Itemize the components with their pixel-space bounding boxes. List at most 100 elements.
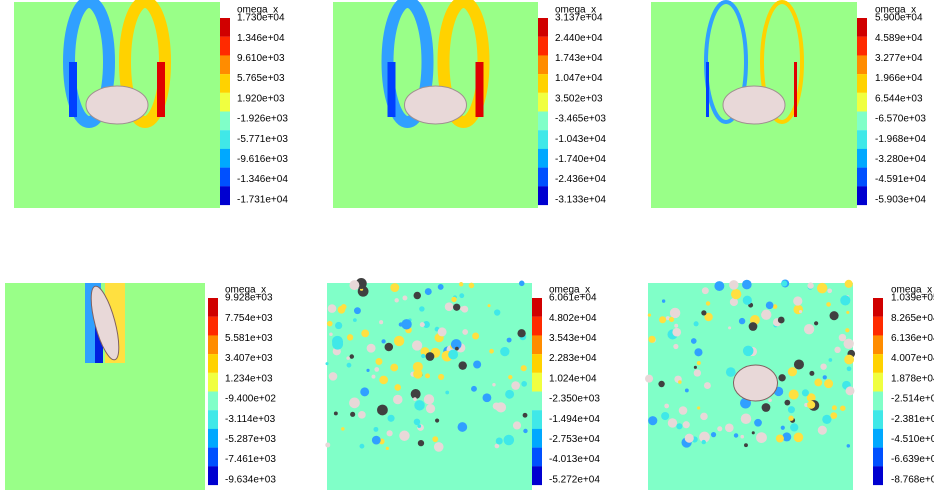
speck <box>742 295 752 305</box>
colorbar-label: -6.570e+03 <box>875 114 926 125</box>
speck <box>468 282 475 289</box>
colorbar-label: -3.133e+04 <box>555 194 606 205</box>
speck <box>693 369 702 377</box>
colorbar-segment <box>220 55 230 75</box>
speck <box>377 404 388 416</box>
speck <box>807 282 814 289</box>
colorbar-segment <box>532 447 542 467</box>
speck <box>394 298 399 303</box>
speck <box>349 280 360 291</box>
speck <box>517 329 526 338</box>
speck <box>846 366 852 372</box>
speck <box>809 370 815 376</box>
speck <box>374 367 380 372</box>
colorbar-segment <box>532 316 542 336</box>
speck <box>384 342 394 352</box>
colorbar-segment <box>532 466 542 486</box>
colorbar-label: -1.926e+03 <box>237 114 288 125</box>
speck <box>756 432 767 444</box>
speck <box>353 307 361 315</box>
speck <box>806 393 816 403</box>
colorbar-segment <box>538 36 548 56</box>
speck <box>829 311 839 321</box>
vortex-core-pos <box>475 62 484 117</box>
colorbar-segment <box>220 92 230 112</box>
speck <box>332 335 343 347</box>
speck <box>390 283 400 293</box>
colorbar-label: -2.514e+03 <box>891 394 934 405</box>
colorbar-label: 1.024e+04 <box>549 373 597 384</box>
colorbar-segment <box>538 18 548 37</box>
speck <box>674 323 679 328</box>
speck <box>724 423 734 433</box>
speck <box>684 433 694 443</box>
speck <box>729 297 738 307</box>
speck <box>325 362 329 366</box>
speck <box>678 406 688 415</box>
speck <box>846 310 850 314</box>
speck <box>393 394 403 405</box>
speck <box>814 378 823 387</box>
speck <box>393 335 405 347</box>
speck <box>438 373 445 380</box>
speck <box>840 295 851 306</box>
colorbar-segment <box>873 466 883 486</box>
colorbar-label: -1.740e+04 <box>555 154 606 165</box>
colorbar-segment <box>873 447 883 467</box>
speck <box>826 302 831 307</box>
speck <box>788 389 799 400</box>
speck <box>844 279 853 288</box>
colorbar-label: -4.591e+04 <box>875 174 926 185</box>
speck <box>700 412 708 421</box>
speck <box>761 403 771 412</box>
speck <box>346 334 354 341</box>
speck <box>437 284 444 290</box>
vortex-pos <box>760 0 804 124</box>
panel: omega_x3.137e+04 2.440e+04 1.743e+04 1.047e… <box>333 0 606 208</box>
speck <box>505 389 515 399</box>
colorbar-segment <box>208 335 218 355</box>
speck <box>419 322 425 328</box>
speck <box>728 326 732 330</box>
speck <box>411 340 423 351</box>
speck <box>743 443 748 448</box>
colorbar-label: 1.920e+03 <box>237 93 285 104</box>
colorbar-label: -5.272e+04 <box>549 474 600 485</box>
colorbar-segment <box>857 130 867 149</box>
speck <box>453 303 461 311</box>
speck <box>742 345 754 357</box>
speck <box>419 306 425 312</box>
speck <box>787 367 798 377</box>
speck <box>710 432 717 438</box>
speck <box>375 358 383 365</box>
speck <box>518 280 525 287</box>
colorbar-label: -3.465e+03 <box>555 114 606 125</box>
colorbar-title: omega_x <box>555 5 596 16</box>
speck <box>385 446 389 450</box>
speck <box>325 442 331 448</box>
speck <box>822 414 832 425</box>
colorbar-segment <box>873 335 883 355</box>
speck <box>459 293 465 299</box>
speck <box>333 411 338 416</box>
speck <box>522 412 528 418</box>
colorbar-title: omega_x <box>225 285 266 296</box>
speck <box>647 313 652 317</box>
colorbar-segment <box>538 55 548 75</box>
speck <box>371 374 376 379</box>
colorbar-segment <box>857 36 867 56</box>
speck <box>412 361 423 372</box>
speck <box>738 317 746 325</box>
colorbar-segment <box>538 111 548 131</box>
speck <box>421 353 426 359</box>
speck <box>508 374 513 380</box>
speck <box>701 310 707 316</box>
colorbar-title: omega_x <box>891 285 932 296</box>
colorbar-segment <box>208 410 218 429</box>
colorbar-label: 1.878e+04 <box>891 373 934 384</box>
colorbar-segment <box>532 410 542 429</box>
colorbar-segment <box>873 428 883 448</box>
speck <box>668 316 675 323</box>
speck <box>398 322 404 327</box>
colorbar-segment <box>873 372 883 392</box>
